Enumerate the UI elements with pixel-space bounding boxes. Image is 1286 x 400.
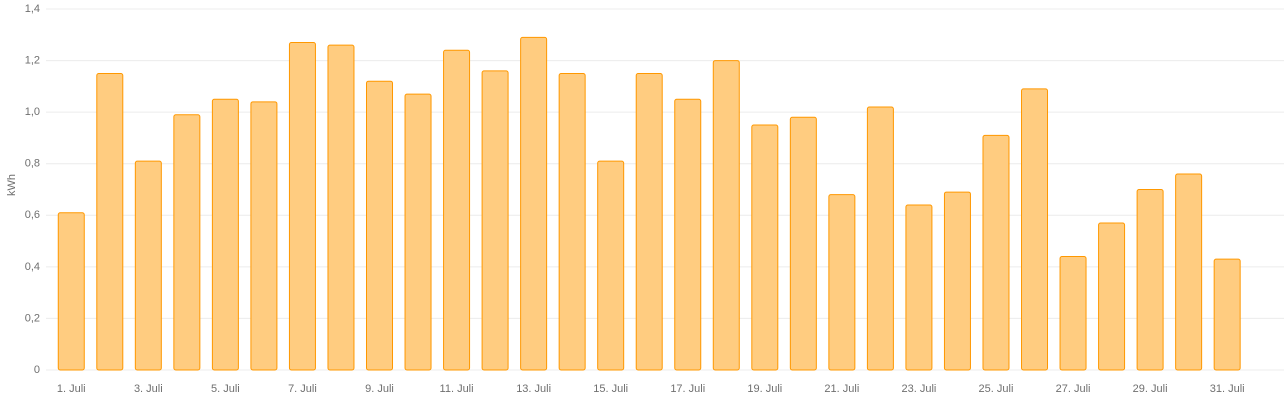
x-tick-label: 29. Juli bbox=[1133, 383, 1168, 395]
bar bbox=[751, 124, 779, 371]
bar bbox=[866, 106, 894, 371]
bar bbox=[558, 72, 586, 371]
bar bbox=[481, 70, 509, 371]
x-tick-label: 27. Juli bbox=[1056, 383, 1091, 395]
bar bbox=[674, 98, 702, 371]
y-tick-label: 0,4 bbox=[25, 261, 40, 273]
bar bbox=[943, 191, 971, 371]
bar bbox=[905, 204, 933, 371]
bar bbox=[134, 160, 162, 371]
x-tick-label: 19. Juli bbox=[747, 383, 782, 395]
x-tick-label: 3. Juli bbox=[134, 383, 163, 395]
bar bbox=[597, 160, 625, 371]
bar bbox=[173, 114, 201, 371]
bar bbox=[288, 42, 316, 371]
x-tick-label: 9. Juli bbox=[365, 383, 394, 395]
y-axis-label: kWh bbox=[6, 174, 18, 196]
y-tick-label: 0,6 bbox=[25, 209, 40, 221]
bar bbox=[1098, 222, 1126, 371]
x-tick-label: 25. Juli bbox=[979, 383, 1014, 395]
bar bbox=[982, 134, 1010, 371]
bar bbox=[635, 72, 663, 371]
bar bbox=[57, 212, 85, 371]
bar bbox=[712, 60, 740, 371]
x-tick-label: 1. Juli bbox=[57, 383, 86, 395]
y-tick-label: 1,4 bbox=[25, 3, 40, 15]
bar bbox=[96, 72, 124, 371]
y-tick-label: 1,0 bbox=[25, 106, 40, 118]
bar bbox=[1213, 258, 1241, 371]
x-tick-label: 31. Juli bbox=[1210, 383, 1245, 395]
bar bbox=[443, 49, 471, 371]
bar bbox=[1175, 173, 1203, 371]
x-tick-label: 7. Juli bbox=[288, 383, 317, 395]
bar bbox=[520, 36, 548, 371]
x-tick-label: 17. Juli bbox=[670, 383, 705, 395]
bar bbox=[327, 44, 355, 371]
bar bbox=[211, 98, 239, 371]
bar bbox=[250, 101, 278, 371]
y-tick-label: 0,8 bbox=[25, 158, 40, 170]
x-tick-label: 15. Juli bbox=[593, 383, 628, 395]
y-tick-label: 0,2 bbox=[25, 312, 40, 324]
x-tick-label: 23. Juli bbox=[901, 383, 936, 395]
bar bbox=[1136, 189, 1164, 371]
x-tick-label: 21. Juli bbox=[824, 383, 859, 395]
x-tick-label: 11. Juli bbox=[440, 383, 474, 395]
bar bbox=[1059, 256, 1087, 371]
bar bbox=[404, 93, 432, 371]
y-tick-label: 1,2 bbox=[25, 54, 40, 66]
bar bbox=[789, 116, 817, 371]
bar bbox=[828, 194, 856, 371]
bar bbox=[1021, 88, 1049, 371]
x-tick-label: 13. Juli bbox=[516, 383, 551, 395]
x-tick-label: 5. Juli bbox=[211, 383, 240, 395]
y-tick-label: 0 bbox=[34, 364, 40, 376]
bar bbox=[366, 80, 394, 371]
